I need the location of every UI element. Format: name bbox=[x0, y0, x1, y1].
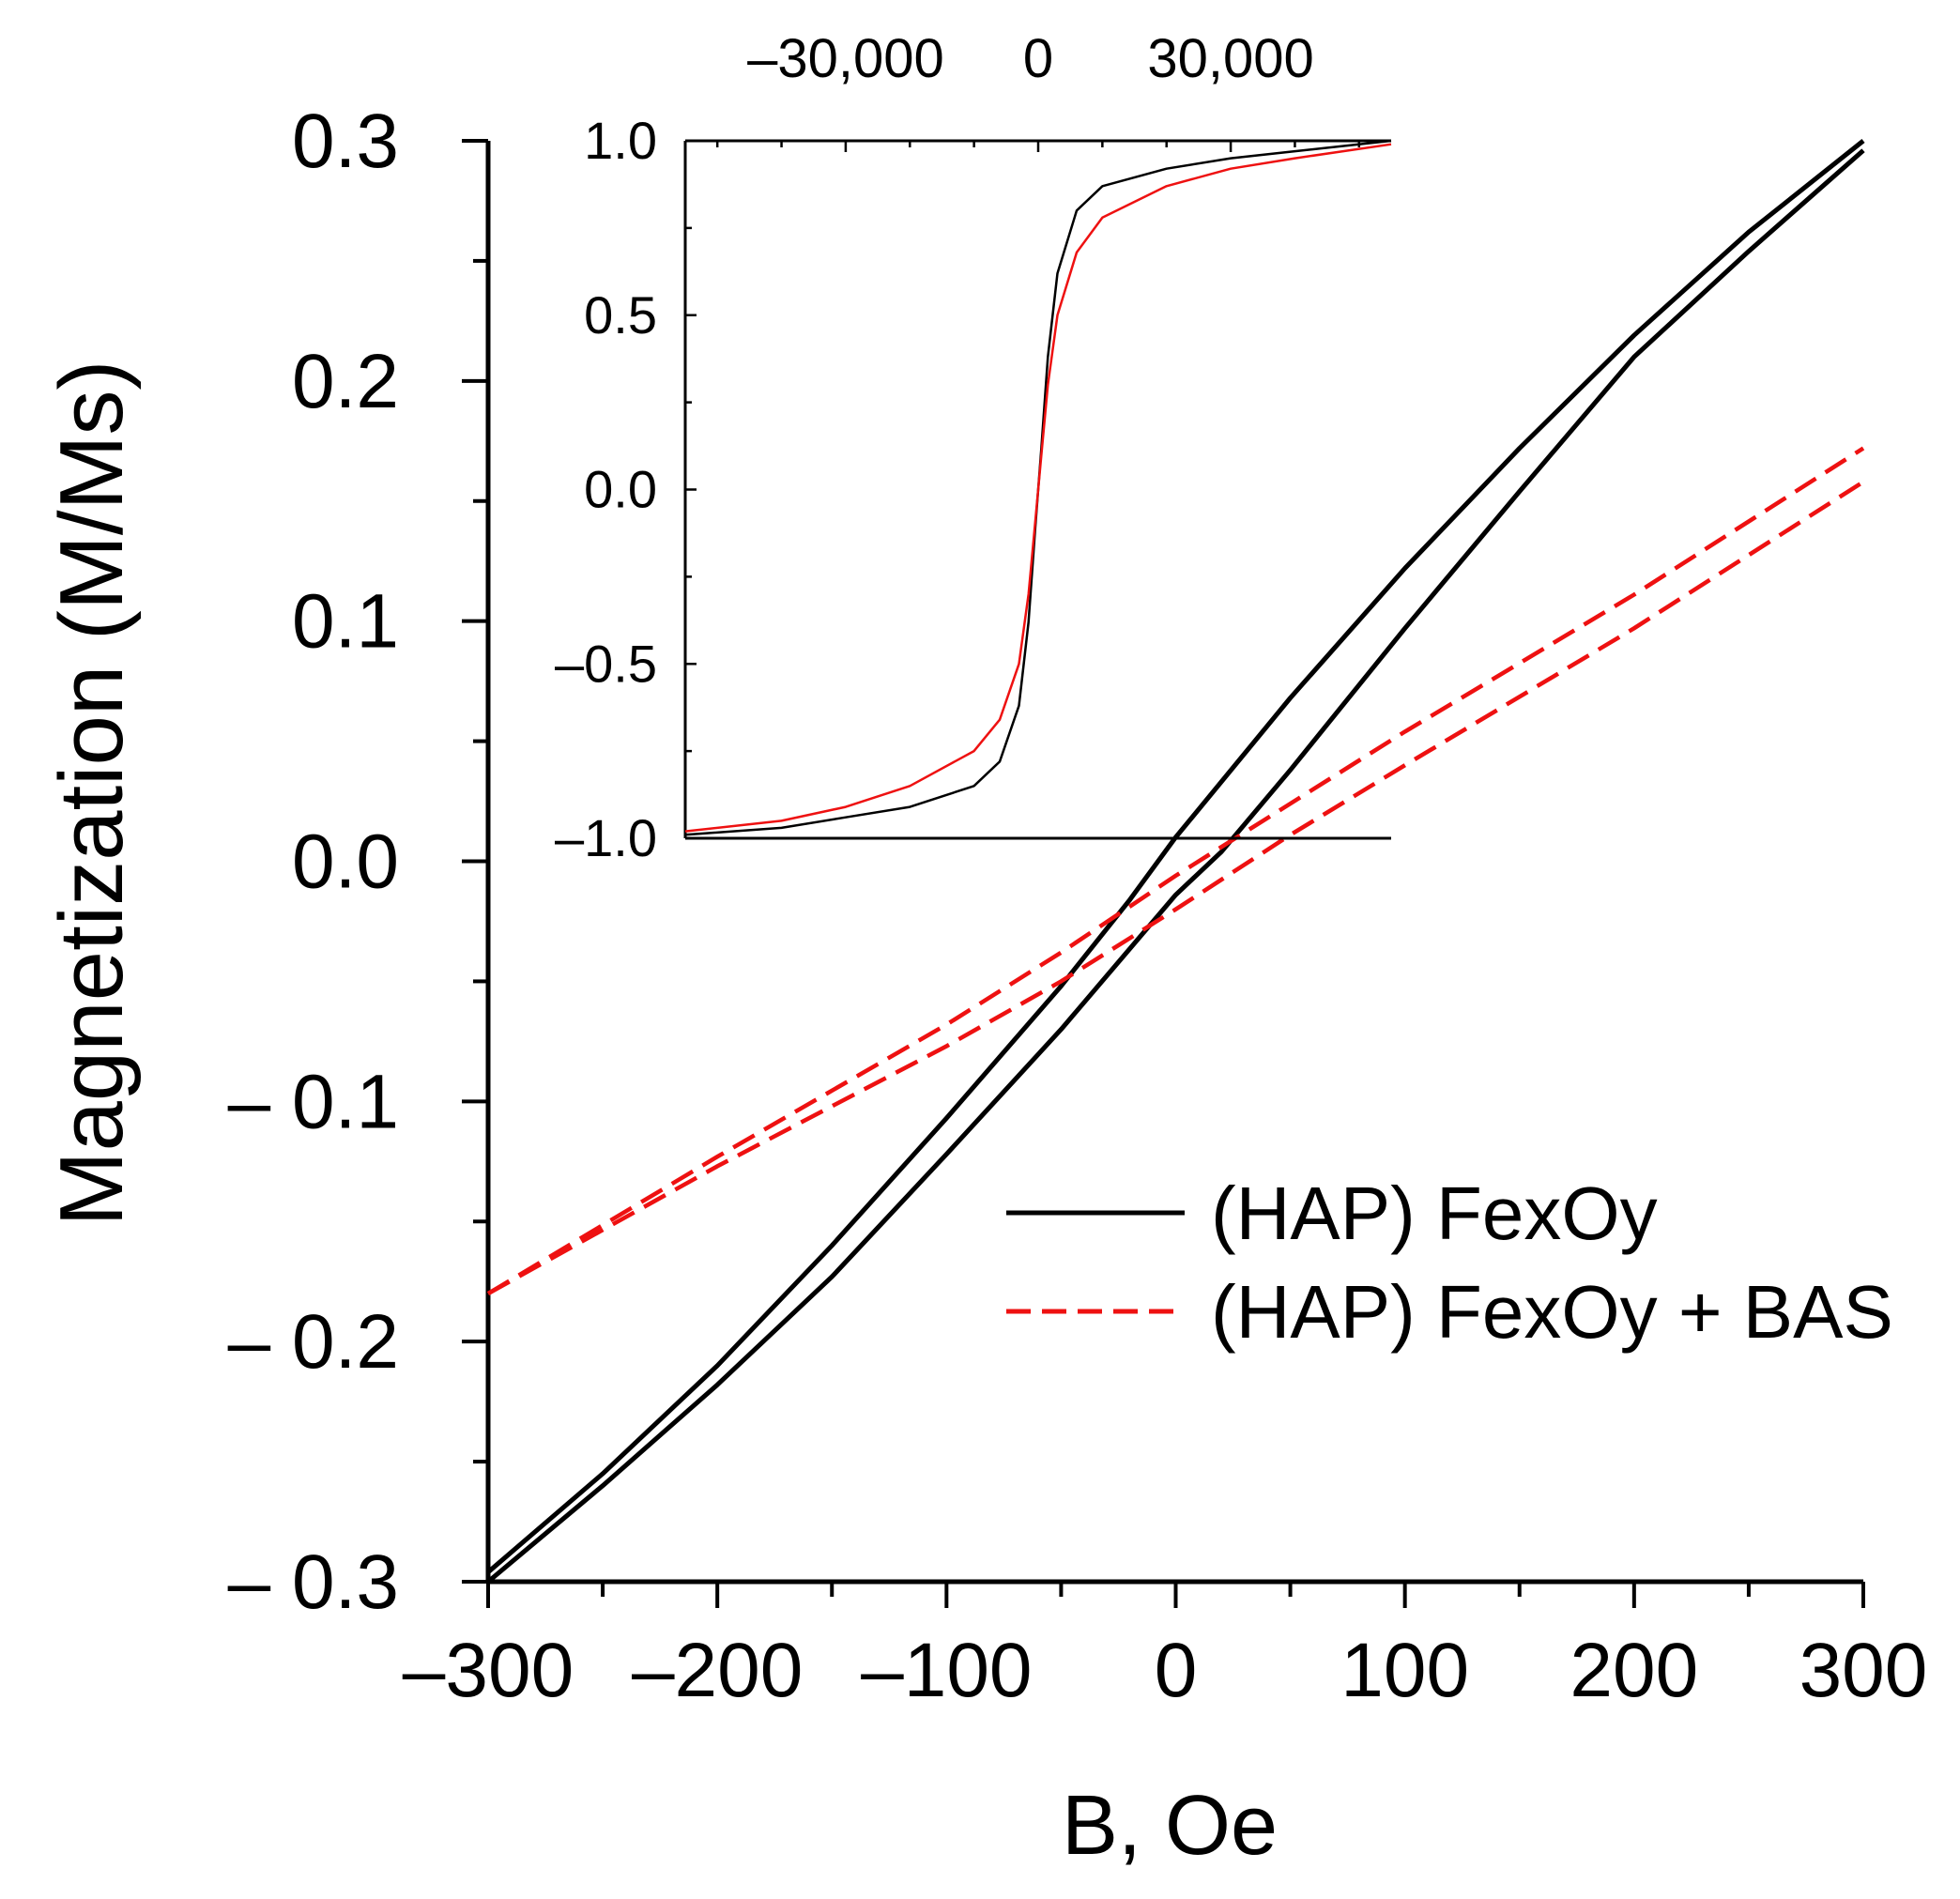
inset-y-tick-label: 0.0 bbox=[584, 460, 657, 519]
inset-x-tick-label: 30,000 bbox=[1147, 28, 1313, 89]
inset-y-tick-label: –0.5 bbox=[555, 634, 657, 693]
main-y-tick-label: 0.2 bbox=[292, 339, 399, 424]
main-plot: –300 –200 –100 0 100 200 300 – 0.3 – 0.2 – 0.1 0.0… bbox=[41, 99, 1927, 1873]
main-x-axis-label: B, Oe bbox=[1062, 1779, 1278, 1873]
inset-plot: –30,000 0 30,000 –1.0 –0.5 0.0 0.5 1.0 bbox=[555, 28, 1392, 867]
inset-x-tick-label: 0 bbox=[1023, 28, 1053, 89]
inset-series-bas bbox=[684, 143, 1392, 833]
legend-label-bas: (HAP) FexOy + BAS bbox=[1211, 1270, 1893, 1354]
main-x-tick-label: –300 bbox=[403, 1628, 574, 1713]
main-y-tick-label: 0.3 bbox=[292, 99, 399, 184]
main-y-tick-label: 0.0 bbox=[292, 819, 399, 905]
main-y-tick-label: – 0.3 bbox=[228, 1539, 399, 1625]
main-x-tick-label: 200 bbox=[1570, 1628, 1698, 1713]
legend-label-hap: (HAP) FexOy bbox=[1211, 1172, 1658, 1255]
main-series-hap-ascending bbox=[486, 148, 1865, 1584]
inset-y-tick-label: –1.0 bbox=[555, 808, 657, 867]
main-series-bas-descending bbox=[486, 446, 1865, 1295]
main-series-hap-descending bbox=[486, 139, 1865, 1574]
main-x-tick-label: –100 bbox=[861, 1628, 1032, 1713]
main-x-tick-label: 0 bbox=[1155, 1628, 1198, 1713]
main-y-tick-label: 0.1 bbox=[292, 579, 399, 665]
inset-x-tick-label: –30,000 bbox=[747, 28, 944, 89]
main-y-axis-label: Magnetization (M/Ms) bbox=[41, 360, 142, 1227]
inset-y-tick-label: 1.0 bbox=[584, 111, 657, 170]
main-y-tick-label: – 0.1 bbox=[228, 1059, 399, 1144]
legend: (HAP) FexOy (HAP) FexOy + BAS bbox=[1006, 1172, 1893, 1354]
main-x-tick-label: 300 bbox=[1799, 1628, 1928, 1713]
main-series-bas-ascending bbox=[486, 480, 1865, 1295]
main-x-tick-label: –200 bbox=[632, 1628, 803, 1713]
main-x-tick-label: 100 bbox=[1340, 1628, 1469, 1713]
main-y-tick-label: – 0.2 bbox=[228, 1299, 399, 1385]
inset-y-tick-label: 0.5 bbox=[584, 285, 657, 345]
